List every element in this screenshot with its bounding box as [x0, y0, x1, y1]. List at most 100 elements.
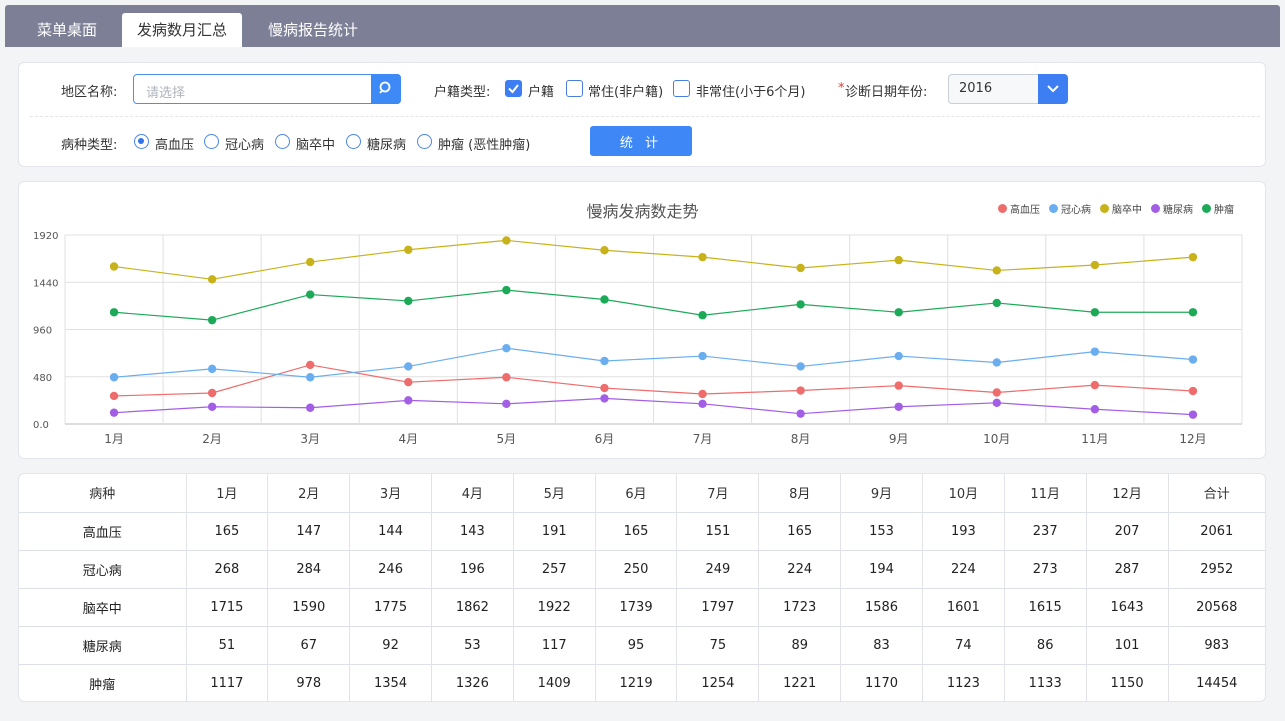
x-tick-label: 2月 [202, 432, 222, 446]
check-icon [508, 84, 519, 94]
chevron-down-icon [1047, 85, 1059, 93]
data-point [306, 360, 315, 370]
data-point [894, 308, 903, 317]
count-cell: 1922 [512, 587, 596, 626]
data-point [109, 262, 119, 271]
legend-item[interactable]: 肿瘤 [1202, 201, 1234, 216]
data-point [1090, 380, 1100, 390]
data-point [404, 362, 413, 371]
count-cell: 1254 [676, 663, 759, 702]
count-cell: 224 [921, 549, 1005, 588]
legend-label: 糖尿病 [1163, 205, 1193, 216]
disease-radio-tumor[interactable] [417, 134, 432, 149]
legend-item[interactable]: 高血压 [998, 201, 1040, 216]
count-cell: 1862 [430, 587, 514, 626]
count-cell: 83 [840, 625, 923, 664]
data-point [207, 315, 217, 325]
household-option-non-resident: 非常住(小于6个月) [696, 85, 806, 100]
legend-marker [1100, 204, 1109, 213]
disease-radio-stroke[interactable] [275, 134, 290, 149]
table-header-row: 病种 1月 2月 3月 4月 5月 6月 7月 8月 9月 10月 11月 12月 合计 [19, 474, 1265, 512]
count-cell: 268 [185, 549, 268, 588]
legend-label: 冠心病 [1061, 205, 1091, 216]
count-cell: 153 [840, 511, 923, 550]
count-cell: 1601 [921, 587, 1005, 626]
table-header-cell: 5月 [512, 474, 596, 512]
legend-label: 高血压 [1010, 205, 1040, 216]
table-row: 脑卒中 1715 1590 1775 1862 1922 1739 1797 1723 1586 1… [19, 587, 1265, 626]
count-cell: 165 [185, 511, 268, 550]
legend-item[interactable]: 糖尿病 [1151, 201, 1193, 216]
count-cell: 86 [1003, 625, 1087, 664]
data-point [894, 402, 903, 411]
count-cell: 74 [921, 625, 1005, 664]
disease-name-cell: 肿瘤 [19, 663, 186, 702]
count-cell: 224 [758, 549, 841, 588]
data-point [992, 298, 1001, 308]
data-point [207, 275, 217, 284]
area-search-field[interactable]: 请选择 [133, 74, 401, 104]
count-cell: 67 [267, 625, 350, 664]
x-tick-label: 9月 [889, 432, 909, 446]
household-label: 户籍类型: [434, 85, 491, 100]
x-tick-label: 3月 [300, 432, 320, 446]
tab-monthly-summary[interactable]: 发病数月汇总 [122, 13, 243, 47]
year-select-toggle[interactable] [1038, 74, 1068, 104]
series-line [114, 397, 1193, 416]
year-select-value: 2016 [959, 81, 993, 96]
legend-marker [1151, 204, 1160, 213]
statistics-button[interactable]: 统 计 [590, 126, 692, 156]
x-tick-label: 8月 [791, 432, 811, 446]
area-label: 地区名称: [61, 85, 118, 100]
legend-item[interactable]: 冠心病 [1049, 201, 1091, 216]
count-cell: 1219 [594, 663, 677, 702]
disease-radio-hypertension[interactable] [134, 134, 149, 149]
data-point [796, 362, 805, 371]
data-point [306, 403, 315, 412]
legend-item[interactable]: 脑卒中 [1100, 201, 1142, 216]
disease-radio-diabetes[interactable] [346, 134, 361, 149]
data-point [600, 383, 609, 393]
y-tick-label: 1440 [33, 278, 58, 289]
data-point [502, 399, 511, 409]
year-select[interactable]: 2016 [948, 74, 1068, 104]
count-cell: 75 [676, 625, 759, 664]
data-point [502, 236, 511, 245]
data-point [1188, 410, 1198, 419]
tab-menu-desktop[interactable]: 菜单桌面 [37, 21, 98, 39]
data-point [109, 391, 119, 401]
household-option-resident: 常住(非户籍) [588, 85, 664, 100]
count-cell: 257 [512, 549, 596, 588]
data-point [404, 245, 413, 254]
count-cell: 1150 [1085, 663, 1168, 702]
count-cell: 147 [267, 511, 350, 550]
data-point [600, 356, 609, 366]
tab-chronic-report-stats[interactable]: 慢病报告统计 [268, 21, 359, 39]
disease-radio-coronary[interactable] [204, 134, 219, 149]
data-point [306, 373, 315, 382]
series-line [113, 239, 1194, 280]
year-label: 诊断日期年份: [845, 85, 928, 100]
household-checkbox-non-resident[interactable] [673, 80, 690, 97]
count-cell: 20568 [1167, 587, 1265, 626]
count-cell: 196 [430, 549, 514, 588]
data-point [698, 252, 707, 262]
data-point [796, 263, 805, 273]
table-header-cell: 12月 [1085, 474, 1168, 512]
disease-name-cell: 高血压 [19, 511, 186, 550]
data-point [600, 394, 609, 403]
data-point [992, 266, 1001, 275]
search-button[interactable] [371, 74, 401, 104]
data-point [502, 285, 511, 295]
data-point [109, 408, 119, 417]
count-cell: 95 [594, 625, 677, 664]
count-cell: 144 [349, 511, 432, 550]
count-cell: 194 [840, 549, 923, 588]
data-point [404, 396, 413, 405]
household-checkbox-local[interactable] [505, 80, 522, 97]
count-cell: 1354 [349, 663, 432, 702]
household-checkbox-resident[interactable] [566, 80, 583, 97]
count-cell: 1133 [1003, 663, 1087, 702]
table-header-cell: 合计 [1167, 474, 1265, 512]
data-point [207, 388, 217, 398]
